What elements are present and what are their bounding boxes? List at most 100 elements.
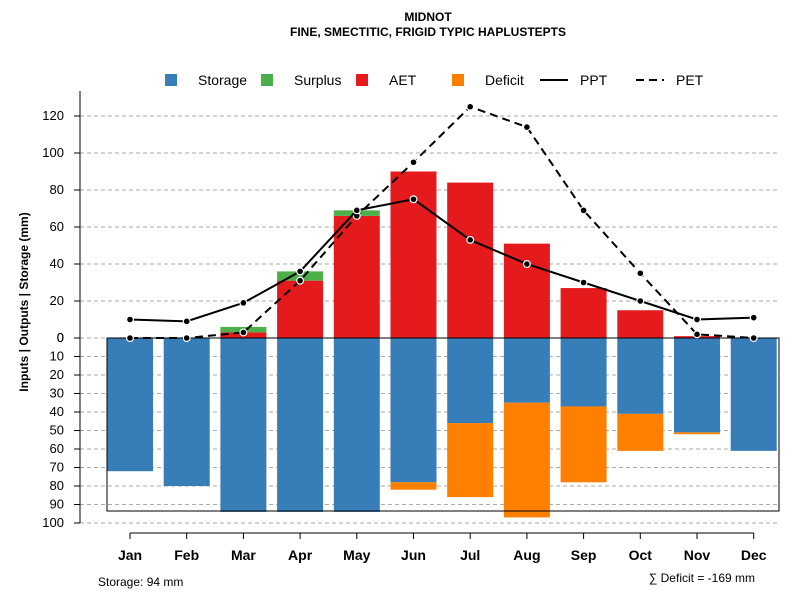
legend-label-deficit: Deficit (485, 72, 524, 88)
y-tick-label-upper: 80 (50, 182, 64, 197)
deficit-bar (390, 482, 437, 490)
storage-bar (617, 338, 664, 414)
x-tick-label: Jan (118, 547, 142, 563)
y-tick-label-lower: 90 (50, 497, 64, 512)
x-tick-label: Nov (684, 547, 711, 563)
y-tick-label-lower: 10 (50, 349, 64, 364)
y-tick-label-lower: 0 (57, 330, 64, 345)
deficit-bar (674, 432, 720, 435)
storage-bar (503, 338, 550, 403)
y-tick-label-upper: 40 (50, 256, 64, 271)
pet-point (296, 276, 305, 285)
storage-bar (730, 338, 777, 451)
ppt-point (409, 195, 418, 204)
pet-line (130, 105, 754, 339)
y-tick-label-upper: 100 (42, 145, 64, 160)
storage-bar (333, 338, 380, 512)
legend: Storage Surplus AET Deficit PPT PET (165, 72, 704, 88)
x-tick-label: Jun (401, 547, 426, 563)
y-tick-label-upper: 120 (42, 108, 64, 123)
pet-point (522, 123, 531, 132)
ppt-point (522, 260, 531, 269)
surplus-bar (277, 271, 324, 281)
legend-label-surplus: Surplus (294, 72, 341, 88)
legend-swatch-aet (356, 74, 368, 86)
storage-note: Storage: 94 mm (98, 575, 183, 589)
y-tick-label-lower: 50 (50, 423, 64, 438)
x-tick-label: May (343, 547, 370, 563)
ppt-point (239, 298, 248, 307)
deficit-bar (447, 423, 494, 498)
y-tick-label-lower: 40 (50, 404, 64, 419)
storage-frame (106, 337, 780, 512)
ppt-point (296, 267, 305, 276)
x-tick-label: Mar (231, 547, 256, 563)
legend-swatch-surplus (261, 74, 273, 86)
x-axis: Jan Feb Mar Apr May Jun Jul Aug Sep Oct Nov Dec (118, 532, 767, 563)
ppt-point (466, 235, 475, 244)
bars (107, 171, 777, 518)
ppt-point (749, 313, 758, 322)
storage-bar (560, 338, 607, 407)
ppt-point (125, 315, 134, 324)
y-tick-label-lower: 60 (50, 441, 64, 456)
legend-label-pet: PET (676, 72, 704, 88)
y-tick-label-lower: 70 (50, 460, 64, 475)
pet-point (409, 158, 418, 167)
y-axis-label: Inputs | Outputs | Storage (mm) (17, 212, 31, 391)
aet-bar (333, 215, 380, 338)
x-tick-label: Jul (460, 547, 480, 563)
y-tick-label-lower: 100 (42, 515, 64, 530)
x-tick-label: Sep (571, 547, 597, 563)
aet-bar (560, 288, 607, 338)
pet-point (636, 269, 645, 278)
pet-point (749, 334, 758, 343)
storage-bar (447, 338, 494, 424)
storage-bar (107, 338, 153, 472)
chart-title: MIDNOT (404, 10, 452, 24)
aet-bar (503, 243, 550, 338)
x-tick-label: Apr (288, 547, 313, 563)
y-tick-label-upper: 60 (50, 219, 64, 234)
legend-label-aet: AET (389, 72, 417, 88)
x-tick-label: Aug (513, 547, 540, 563)
deficit-bar (503, 402, 550, 518)
storage-bar (220, 338, 267, 512)
y-tick-label-lower: 20 (50, 367, 64, 382)
y-tick-label-upper: 20 (50, 293, 64, 308)
pet-point (692, 330, 701, 339)
x-tick-label: Feb (174, 547, 199, 563)
x-tick-label: Dec (741, 547, 767, 563)
ppt-point (352, 206, 361, 215)
deficit-bar (617, 413, 664, 451)
storage-bar (390, 338, 437, 483)
aet-bar (617, 310, 664, 338)
lines (125, 102, 758, 343)
pet-point (239, 328, 248, 337)
pet-point (466, 102, 475, 111)
pet-point (125, 334, 134, 343)
deficit-note: ∑ Deficit = -169 mm (649, 571, 755, 585)
storage-bar (163, 338, 210, 486)
legend-label-storage: Storage (198, 72, 247, 88)
ppt-point (636, 297, 645, 306)
storage-bar (674, 338, 720, 433)
legend-label-ppt: PPT (580, 72, 608, 88)
ppt-line (129, 198, 754, 323)
legend-swatch-deficit (452, 74, 464, 86)
aet-bar (447, 182, 494, 338)
ppt-point (579, 278, 588, 287)
deficit-bar (560, 406, 607, 483)
legend-swatch-storage (165, 74, 177, 86)
ppt-point (182, 317, 191, 326)
y-tick-label-lower: 30 (50, 386, 64, 401)
ppt-point (692, 315, 701, 324)
storage-bar (277, 338, 324, 512)
pet-point (182, 334, 191, 343)
pet-point (579, 206, 588, 215)
y-tick-label-upper: 0 (57, 330, 64, 345)
aet-bar (277, 280, 324, 338)
chart-subtitle: FINE, SMECTITIC, FRIGID TYPIC HAPLUSTEPT… (290, 25, 566, 39)
